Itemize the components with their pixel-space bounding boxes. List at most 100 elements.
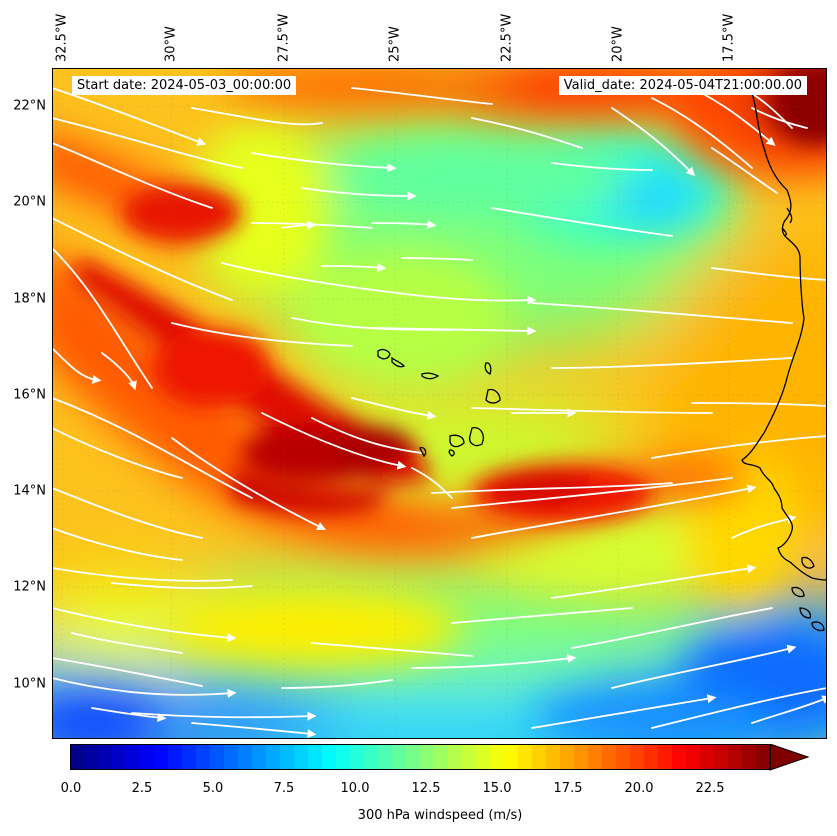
- colorbar-extend-arrow: [769, 744, 810, 771]
- colorbar-cell: [686, 744, 701, 770]
- colorbar-cell: [742, 744, 757, 770]
- colorbar-cell: [140, 744, 155, 770]
- colorbar-cell: [70, 744, 85, 770]
- lat-label-12n: 12°N: [13, 579, 46, 595]
- colorbar-cell: [392, 744, 407, 770]
- colorbar-cell: [560, 744, 575, 770]
- colorbar-label: 300 hPa windspeed (m/s): [357, 808, 523, 823]
- lon-label-32-5w: 32.5°W: [54, 13, 70, 62]
- cape-verde-santiago: [485, 388, 501, 404]
- lon-label-20w: 20°W: [610, 26, 626, 62]
- colorbar-cell: [308, 744, 323, 770]
- colorbar-cell: [532, 744, 547, 770]
- colorbar-cell: [252, 744, 267, 770]
- colorbar-cell: [364, 744, 379, 770]
- colorbar-tick: 7.5: [273, 781, 295, 796]
- canary-islands: [781, 207, 793, 237]
- cape-verde-maio: [484, 362, 492, 375]
- map-frame: [52, 68, 827, 739]
- map-panel: Start date: 2024-05-03_00:00:00 Valid_da…: [52, 68, 827, 739]
- colorbar-cell: [700, 744, 715, 770]
- lat-label-22n: 22°N: [13, 98, 46, 114]
- colorbar-tick: 2.5: [131, 781, 153, 796]
- cape-verde-sal: [377, 348, 391, 360]
- colorbar-cell: [546, 744, 561, 770]
- start-date-label: Start date: 2024-05-03_00:00:00: [72, 76, 297, 95]
- colorbar-tick: 12.5: [411, 781, 441, 796]
- colorbar-cell: [112, 744, 127, 770]
- colorbar-cell: [756, 744, 771, 770]
- colorbar-frame: [70, 744, 771, 770]
- colorbar-cell: [196, 744, 211, 770]
- colorbar-cell: [644, 744, 659, 770]
- colorbar-cell: [350, 744, 365, 770]
- colorbar-cell: [728, 744, 743, 770]
- bijagos-2: [791, 586, 805, 598]
- colorbar-cell: [588, 744, 603, 770]
- colorbar-cell: [224, 744, 239, 770]
- colorbar-cells: [70, 744, 771, 770]
- colorbar-cell: [84, 744, 99, 770]
- colorbar-cell: [602, 744, 617, 770]
- lat-label-16n: 16°N: [13, 387, 46, 403]
- colorbar-cell: [336, 744, 351, 770]
- colorbar: [70, 744, 810, 771]
- colorbar-cell: [574, 744, 589, 770]
- lon-label-25w: 25°W: [387, 26, 403, 62]
- lat-label-20n: 20°N: [13, 194, 46, 210]
- bijagos-1: [801, 556, 815, 569]
- colorbar-tick: 5.0: [202, 781, 224, 796]
- lon-label-30w: 30°W: [163, 26, 179, 62]
- colorbar-cell: [462, 744, 477, 770]
- colorbar-tick: 0.0: [60, 781, 82, 796]
- cape-verde-sao-vicente: [469, 427, 484, 447]
- colorbar-cell: [238, 744, 253, 770]
- colorbar-tick: 20.0: [624, 781, 654, 796]
- cape-verde-fogo: [449, 434, 465, 448]
- bijagos-3: [799, 607, 812, 619]
- colorbar-cell: [420, 744, 435, 770]
- windspeed-map: [52, 68, 827, 739]
- lat-label-18n: 18°N: [13, 291, 46, 307]
- cape-verde-sao-nicolau: [391, 356, 406, 368]
- cape-verde-santo-antao: [419, 446, 427, 458]
- colorbar-cell: [448, 744, 463, 770]
- colorbar-cell: [630, 744, 645, 770]
- colorbar-cell: [182, 744, 197, 770]
- windspeed-field: [52, 68, 827, 739]
- colorbar-cell: [280, 744, 295, 770]
- coastlines: [377, 92, 827, 632]
- colorbar-cell: [476, 744, 491, 770]
- colorbar-tick: 17.5: [553, 781, 583, 796]
- colorbar-cell: [126, 744, 141, 770]
- colorbar-cell: [658, 744, 673, 770]
- colorbar-tick: 15.0: [482, 781, 512, 796]
- colorbar-cell: [98, 744, 113, 770]
- graticule: [52, 68, 827, 739]
- colorbar-cell: [714, 744, 729, 770]
- colorbar-cell: [266, 744, 281, 770]
- colorbar-cell: [434, 744, 449, 770]
- lon-label-17-5w: 17.5°W: [721, 13, 737, 62]
- lon-label-22-5w: 22.5°W: [499, 13, 515, 62]
- colorbar-cell: [672, 744, 687, 770]
- colorbar-cell: [504, 744, 519, 770]
- colorbar-cell: [322, 744, 337, 770]
- colorbar-cell: [210, 744, 225, 770]
- cape-verde-brava: [448, 449, 455, 457]
- colorbar-cell: [294, 744, 309, 770]
- africa-coastline: [741, 92, 827, 581]
- colorbar-tick: 22.5: [695, 781, 725, 796]
- colorbar-cell: [518, 744, 533, 770]
- streamlines: [52, 87, 827, 739]
- bijagos-4: [811, 621, 825, 632]
- lat-label-10n: 10°N: [13, 676, 46, 692]
- valid-date-label: Valid_date: 2024-05-04T21:00:00.00: [558, 76, 807, 95]
- colorbar-cell: [616, 744, 631, 770]
- cape-verde-boa-vista: [421, 372, 440, 380]
- colorbar-cell: [406, 744, 421, 770]
- colorbar-cell: [378, 744, 393, 770]
- lon-label-27-5w: 27.5°W: [276, 13, 292, 62]
- colorbar-cell: [154, 744, 169, 770]
- colorbar-cell: [490, 744, 505, 770]
